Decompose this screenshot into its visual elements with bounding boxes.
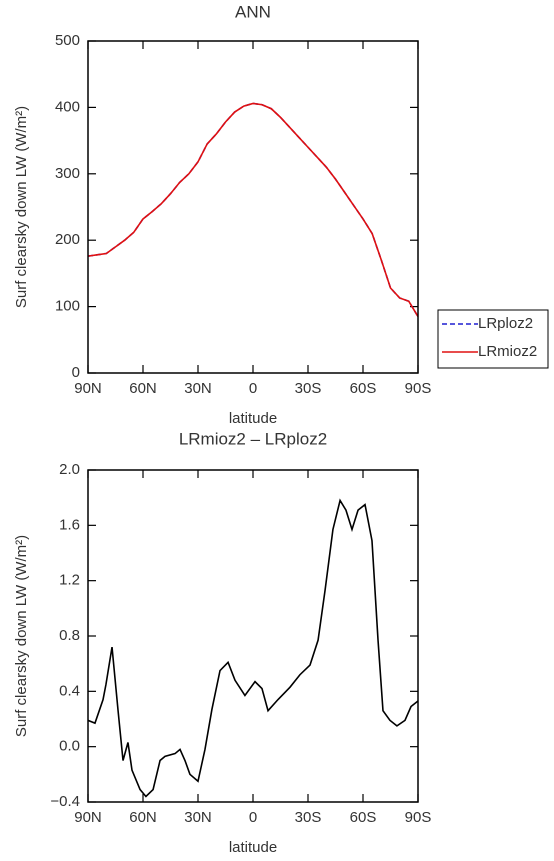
y-tick-label: 0.0 bbox=[59, 738, 80, 755]
x-tick-label: 0 bbox=[249, 809, 257, 826]
y-tick-label: 300 bbox=[55, 165, 80, 182]
data-line bbox=[87, 102, 419, 317]
x-tick-label: 0 bbox=[249, 380, 257, 397]
y-tick-label: 0.4 bbox=[59, 682, 80, 699]
y-tick-label: 1.6 bbox=[59, 516, 80, 533]
x-tick-label: 30N bbox=[184, 380, 212, 397]
y-tick-label: −0.4 bbox=[50, 793, 80, 810]
x-tick-label: 60N bbox=[129, 809, 157, 826]
chart-title: ANN bbox=[235, 2, 271, 21]
chart-title: LRmioz2 – LRploz2 bbox=[179, 429, 327, 448]
y-tick-label: 1.2 bbox=[59, 572, 80, 589]
y-tick-label: 500 bbox=[55, 32, 80, 49]
x-tick-label: 60S bbox=[350, 380, 377, 397]
data-line bbox=[87, 102, 419, 317]
x-tick-label: 90S bbox=[405, 380, 432, 397]
x-axis-label: latitude bbox=[229, 410, 277, 427]
x-tick-label: 30S bbox=[295, 809, 322, 826]
y-axis-label: Surf clearsky down LW (W/m²) bbox=[13, 535, 30, 737]
legend-label: LRploz2 bbox=[478, 315, 533, 332]
x-tick-label: 60S bbox=[350, 809, 377, 826]
x-tick-label: 30N bbox=[184, 809, 212, 826]
x-tick-label: 90N bbox=[74, 809, 102, 826]
data-line bbox=[87, 498, 419, 798]
x-tick-label: 60N bbox=[129, 380, 157, 397]
x-tick-label: 30S bbox=[295, 380, 322, 397]
x-tick-label: 90S bbox=[405, 809, 432, 826]
y-tick-label: 0 bbox=[72, 364, 80, 381]
x-axis-label: latitude bbox=[229, 839, 277, 856]
legend-label: LRmioz2 bbox=[478, 343, 537, 360]
y-tick-label: 400 bbox=[55, 98, 80, 115]
y-tick-label: 0.8 bbox=[59, 627, 80, 644]
y-tick-label: 100 bbox=[55, 298, 80, 315]
y-tick-label: 2.0 bbox=[59, 461, 80, 478]
plot-frame bbox=[87, 40, 419, 374]
legend-box bbox=[437, 309, 549, 369]
plot-frame bbox=[87, 469, 419, 803]
y-tick-label: 200 bbox=[55, 231, 80, 248]
y-axis-label: Surf clearsky down LW (W/m²) bbox=[13, 106, 30, 308]
x-tick-label: 90N bbox=[74, 380, 102, 397]
